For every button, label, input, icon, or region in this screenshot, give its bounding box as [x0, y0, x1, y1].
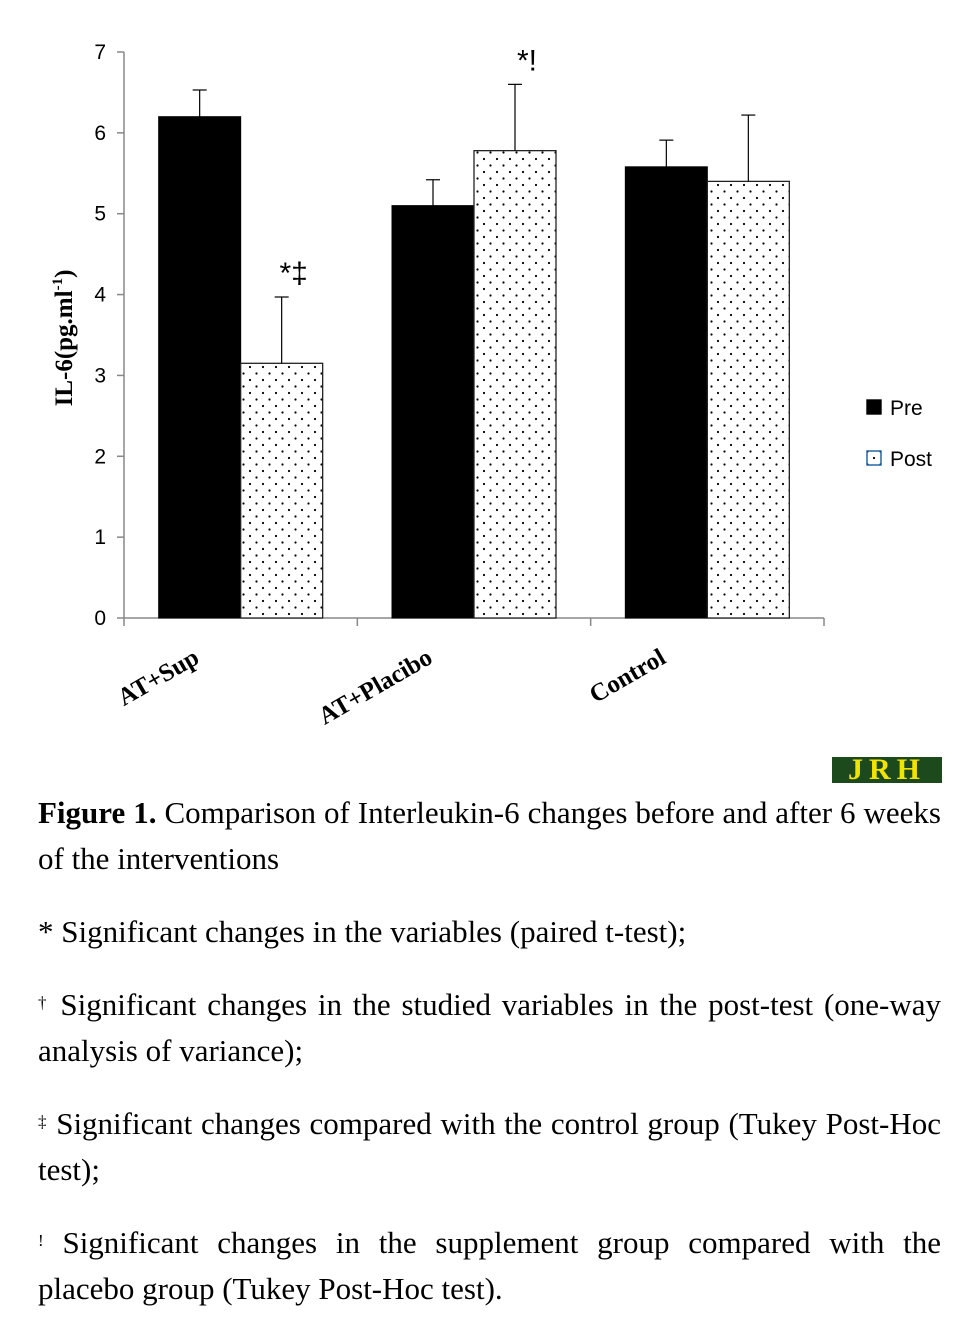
- note-symbol: *: [38, 914, 54, 949]
- journal-logo: JRH: [832, 757, 942, 783]
- annotations: *‡ *!: [279, 44, 537, 290]
- chart: 0 1 2 3 4 5 6 7 *‡ *! AT+Sup AT+Placibo Control IL…: [50, 41, 932, 731]
- note-symbol: ‡: [38, 1112, 48, 1131]
- y-tick-label: 3: [94, 364, 106, 387]
- bar-pre-2: [624, 166, 708, 619]
- y-tick-label: 0: [94, 607, 106, 630]
- y-axis-label-superscript: -1: [50, 278, 66, 291]
- x-category-label: AT+Sup: [113, 644, 203, 712]
- y-tick-label: 2: [94, 445, 106, 468]
- figure-text: Comparison of Interleukin-6 changes befo…: [38, 795, 941, 876]
- y-axis-label-suffix: ): [51, 270, 78, 278]
- legend-label: Post: [890, 448, 932, 471]
- note-symbol: †: [38, 993, 50, 1012]
- bars: [158, 116, 790, 619]
- significance-annotation: *‡: [279, 257, 307, 290]
- x-category-label: AT+Placibo: [314, 644, 437, 731]
- y-axis: 0 1 2 3 4 5 6 7: [94, 41, 125, 630]
- bar-post-1: [473, 149, 557, 619]
- figure-label: Figure 1.: [38, 795, 157, 830]
- legend-swatch-pre: [866, 399, 882, 415]
- error-bars: [192, 83, 756, 364]
- y-tick-label: 4: [94, 284, 106, 307]
- y-tick-label: 7: [94, 41, 106, 64]
- y-tick-label: 5: [94, 203, 106, 226]
- journal-logo-text: JRH: [848, 757, 926, 783]
- note-text: Significant changes in the supplement gr…: [38, 1225, 941, 1306]
- x-axis: [123, 617, 825, 626]
- category-labels: AT+Sup AT+Placibo Control: [113, 644, 670, 731]
- note-text: Significant changes compared with the co…: [38, 1106, 942, 1187]
- note-asterisk: * Significant changes in the variables (…: [38, 909, 941, 955]
- note-text: Significant changes in the studied varia…: [38, 987, 942, 1068]
- legend-swatch-post: [866, 450, 882, 466]
- legend: Pre Post: [866, 397, 932, 471]
- bar-pre-1: [391, 205, 475, 619]
- bar-post-0: [240, 362, 324, 619]
- y-tick-label: 1: [94, 526, 106, 549]
- note-symbol: !: [38, 1231, 44, 1250]
- significance-annotation: *!: [517, 44, 537, 77]
- note-text: Significant changes in the variables (pa…: [53, 914, 687, 949]
- note-double-dagger: ‡ Significant changes compared with the …: [38, 1101, 941, 1193]
- bar-post-2: [706, 180, 790, 619]
- note-dagger: † Significant changes in the studied var…: [38, 982, 941, 1074]
- x-category-label: Control: [585, 644, 670, 709]
- y-tick-label: 6: [94, 122, 106, 145]
- note-exclamation: ! Significant changes in the supplement …: [38, 1220, 941, 1312]
- y-axis-label: IL-6(pg.ml-1): [50, 270, 78, 407]
- figure-caption: Figure 1. Comparison of Interleukin-6 ch…: [38, 790, 941, 882]
- y-axis-label-main: IL-6(pg.ml: [51, 290, 78, 406]
- bar-pre-0: [158, 116, 242, 619]
- legend-label: Pre: [890, 397, 923, 420]
